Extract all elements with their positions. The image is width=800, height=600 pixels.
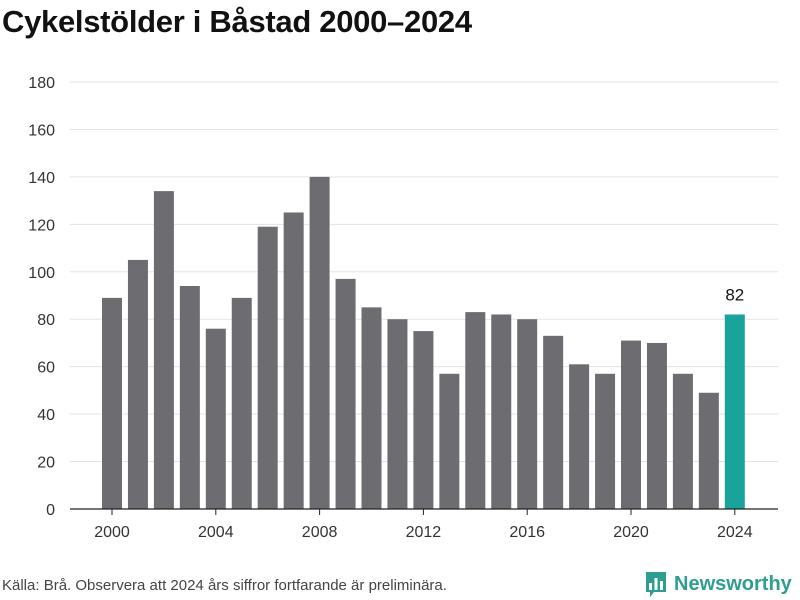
y-tick-label-20: 20: [37, 455, 55, 472]
y-tick-label-100: 100: [28, 265, 55, 282]
bar-2009: [335, 278, 356, 509]
bar-2022: [672, 373, 693, 509]
bars: [102, 176, 745, 509]
x-axis-ticks: 2000 2004 2008 2012 2016 2020 2024: [94, 509, 753, 541]
y-axis-ticks: 0 20 40 60 80 100 120 140 160 180: [28, 75, 55, 519]
bar-2017: [543, 335, 564, 509]
x-tick-label-2020: 2020: [613, 524, 649, 541]
x-tick-label-2012: 2012: [406, 524, 442, 541]
bar-2011: [387, 319, 408, 509]
bar-2008: [309, 176, 330, 509]
source-note: Källa: Brå. Observera att 2024 års siffr…: [2, 577, 447, 594]
x-tick-label-2024: 2024: [717, 524, 753, 541]
data-label-2024: 82: [725, 285, 744, 304]
x-tick-label-2008: 2008: [302, 524, 338, 541]
x-tick-label-2000: 2000: [94, 524, 130, 541]
y-tick-label-0: 0: [46, 502, 55, 519]
bar-2013: [439, 373, 460, 509]
brand-name: Newsworthy: [674, 572, 792, 595]
bar-2006: [257, 226, 278, 509]
bar-2001: [127, 259, 148, 509]
y-tick-label-160: 160: [28, 122, 55, 139]
bar-2003: [179, 286, 200, 509]
bar-2004: [205, 328, 226, 509]
y-tick-label-120: 120: [28, 217, 55, 234]
bar-2007: [283, 212, 304, 509]
bar-chart-logo-icon: [646, 572, 666, 597]
y-tick-label-80: 80: [37, 312, 55, 329]
bar-2010: [361, 307, 382, 509]
bar-2020: [621, 340, 641, 509]
bar-2021: [646, 342, 667, 509]
bar-2002: [153, 191, 174, 509]
y-tick-label-60: 60: [37, 360, 55, 377]
bar-2005: [231, 297, 252, 509]
bar-2023: [698, 392, 719, 509]
brand-logo[interactable]: Newsworthy: [644, 570, 792, 598]
bar-2019: [595, 373, 616, 509]
x-tick-label-2016: 2016: [509, 524, 545, 541]
y-tick-label-140: 140: [28, 170, 55, 187]
bar-2000: [102, 297, 122, 509]
bar-2024: [724, 314, 745, 509]
chart-title: Cykelstölder i Båstad 2000–2024: [2, 4, 472, 39]
x-tick-label-2004: 2004: [198, 524, 234, 541]
bar-2012: [413, 331, 434, 509]
bar-2016: [517, 319, 538, 509]
bar-2014: [465, 312, 486, 509]
y-tick-label-40: 40: [37, 407, 55, 424]
bar-2015: [491, 314, 512, 509]
y-tick-label-180: 180: [28, 75, 55, 92]
bar-2018: [569, 364, 590, 509]
data-labels: 82: [725, 285, 744, 304]
